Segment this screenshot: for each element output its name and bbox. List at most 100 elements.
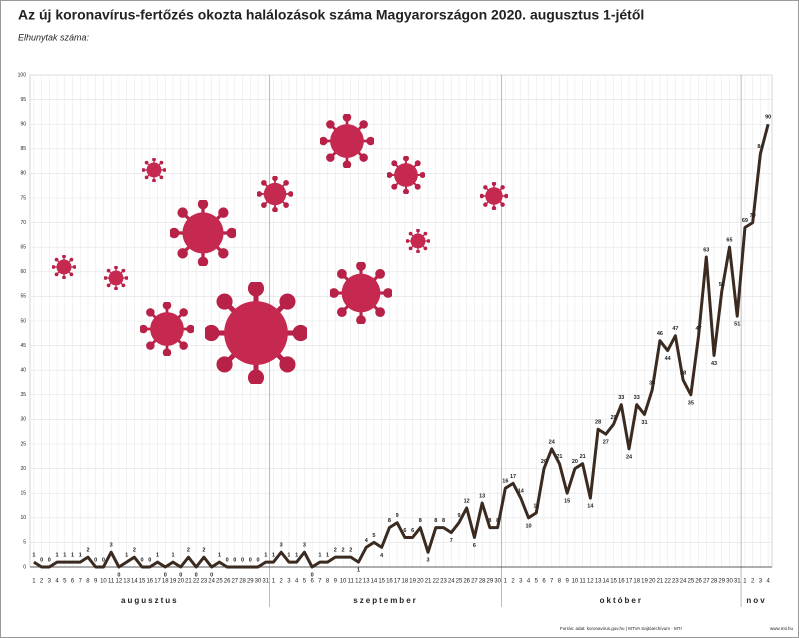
data-label: 0: [256, 557, 259, 563]
data-label: 1: [272, 553, 275, 559]
data-label: 0: [164, 572, 167, 578]
x-tick-label: 25: [456, 579, 463, 585]
x-tick-label: 30: [255, 579, 262, 585]
data-label: 6: [411, 528, 414, 534]
x-tick-label: 27: [231, 579, 238, 585]
y-tick-label: 10: [20, 515, 26, 521]
data-label: 1: [287, 553, 290, 559]
x-tick-label: 18: [162, 579, 169, 585]
month-label: nov: [746, 596, 766, 605]
data-label: 8: [496, 518, 499, 524]
month-label: szeptember: [353, 596, 417, 605]
data-label: 1: [357, 568, 360, 574]
x-tick-label: 16: [146, 579, 153, 585]
data-label: 20: [572, 459, 578, 465]
data-label: 14: [587, 504, 594, 510]
data-label: 0: [241, 557, 244, 563]
y-tick-label: 45: [20, 343, 26, 349]
data-label: 1: [56, 553, 59, 559]
x-tick-label: 2: [40, 579, 44, 585]
data-label: 31: [641, 420, 647, 426]
x-tick-label: 1: [272, 579, 276, 585]
data-label: 2: [202, 548, 205, 554]
data-label: 1: [32, 553, 35, 559]
x-tick-label: 13: [123, 579, 130, 585]
data-label: 8: [488, 518, 491, 524]
data-label: 4: [365, 538, 369, 544]
x-tick-label: 28: [711, 579, 718, 585]
x-tick-label: 8: [558, 579, 562, 585]
x-tick-label: 12: [355, 579, 362, 585]
x-tick-label: 3: [48, 579, 52, 585]
x-tick-label: 16: [386, 579, 393, 585]
x-tick-label: 16: [618, 579, 625, 585]
data-label: 69: [742, 218, 748, 224]
data-label: 1: [63, 553, 66, 559]
x-tick-label: 27: [703, 579, 710, 585]
x-tick-label: 6: [310, 579, 314, 585]
x-tick-label: 5: [535, 579, 539, 585]
data-label: 2: [349, 548, 352, 554]
x-tick-label: 11: [348, 579, 355, 585]
y-tick-label: 25: [20, 441, 26, 447]
data-label: 24: [626, 454, 633, 460]
y-tick-label: 50: [20, 318, 26, 324]
x-tick-label: 5: [63, 579, 67, 585]
x-tick-label: 13: [595, 579, 602, 585]
x-tick-label: 10: [100, 579, 107, 585]
data-label: 3: [110, 543, 113, 549]
x-tick-label: 14: [602, 579, 609, 585]
data-label: 0: [148, 557, 151, 563]
x-tick-label: 4: [527, 579, 531, 585]
x-tick-label: 29: [718, 579, 725, 585]
x-tick-label: 30: [494, 579, 501, 585]
x-tick-label: 15: [610, 579, 617, 585]
y-tick-label: 5: [23, 540, 26, 546]
data-label: 1: [156, 553, 159, 559]
data-label: 29: [610, 415, 616, 421]
month-label: augusztus: [121, 596, 179, 605]
data-label: 8: [434, 518, 437, 524]
x-tick-label: 28: [479, 579, 486, 585]
data-label: 33: [634, 395, 640, 401]
data-label: 2: [133, 548, 136, 554]
y-tick-label: 40: [20, 368, 26, 374]
data-label: 43: [711, 361, 717, 367]
data-label: 44: [665, 356, 672, 362]
x-tick-label: 31: [262, 579, 269, 585]
data-label: 2: [187, 548, 190, 554]
x-tick-label: 20: [417, 579, 424, 585]
source: Forrás: adat: koronavirus.gov.hu | MTVA …: [560, 626, 682, 631]
x-tick-label: 19: [409, 579, 416, 585]
data-label: 6: [473, 543, 476, 549]
chart-title: Az új koronavírus-fertőzés okozta halálo…: [18, 7, 644, 23]
data-label: 0: [233, 557, 236, 563]
y-tick-label: 100: [18, 72, 27, 78]
x-tick-label: 15: [378, 579, 385, 585]
x-tick-label: 9: [566, 579, 570, 585]
y-tick-label: 20: [20, 466, 26, 472]
x-tick-label: 4: [55, 579, 59, 585]
x-tick-label: 9: [94, 579, 98, 585]
y-axis-label: Elhunytak száma:: [18, 32, 90, 42]
data-label: 0: [40, 557, 43, 563]
data-label: 2: [342, 548, 345, 554]
x-tick-label: 14: [371, 579, 378, 585]
data-label: 3: [280, 543, 283, 549]
data-label: 90: [765, 115, 771, 121]
x-tick-label: 18: [633, 579, 640, 585]
data-label: 24: [549, 439, 556, 445]
x-tick-label: 4: [295, 579, 299, 585]
x-tick-label: 31: [734, 579, 741, 585]
data-label: 9: [457, 513, 460, 519]
data-label: 16: [502, 479, 508, 485]
x-tick-label: 8: [326, 579, 330, 585]
data-label: 20: [541, 459, 547, 465]
x-tick-label: 11: [108, 579, 115, 585]
x-tick-label: 12: [587, 579, 594, 585]
data-label: 1: [318, 553, 321, 559]
x-tick-label: 2: [751, 579, 755, 585]
data-label: 0: [249, 557, 252, 563]
x-tick-label: 30: [726, 579, 733, 585]
